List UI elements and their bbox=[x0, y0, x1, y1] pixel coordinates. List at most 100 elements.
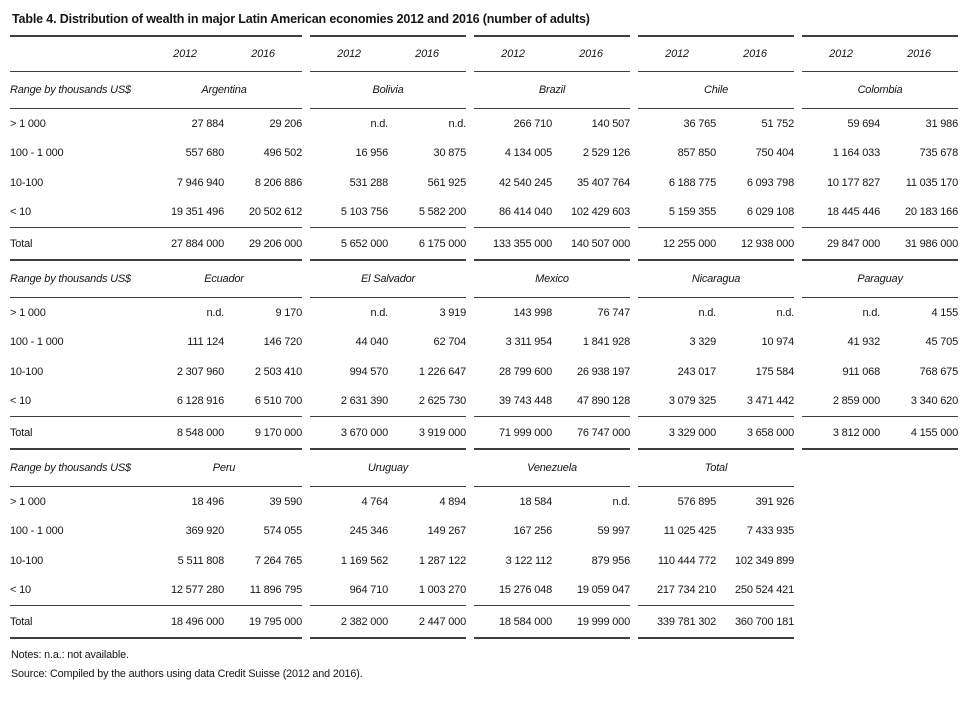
column-spacer bbox=[466, 450, 474, 487]
cell-value: 36 765 bbox=[683, 117, 716, 130]
cell-value: 18 584 bbox=[519, 495, 552, 508]
cell-value: 2 503 410 bbox=[254, 365, 302, 378]
cell-value: 857 850 bbox=[677, 147, 716, 160]
cell-value: 7 264 765 bbox=[254, 554, 302, 567]
cell-value: 250 524 421 bbox=[735, 584, 794, 597]
column-spacer bbox=[302, 517, 310, 547]
cell-value: 39 590 bbox=[269, 495, 302, 508]
cell-value: 6 128 916 bbox=[176, 395, 224, 408]
row-label: < 10 bbox=[10, 206, 31, 219]
cell-value: 1 226 647 bbox=[418, 365, 466, 378]
cell-value: 175 584 bbox=[755, 365, 794, 378]
cell-value: n.d. bbox=[862, 306, 880, 319]
cell-value: 243 017 bbox=[677, 365, 716, 378]
year-header: 2012 bbox=[474, 35, 552, 72]
cell-value: 30 875 bbox=[433, 147, 466, 160]
cell-value: 18 496 bbox=[191, 495, 224, 508]
column-spacer bbox=[794, 109, 802, 139]
column-spacer bbox=[302, 576, 310, 606]
cell-value: 9 170 bbox=[275, 306, 302, 319]
cell-value: 31 986 bbox=[925, 117, 958, 130]
column-spacer bbox=[302, 72, 310, 109]
cell-value: 531 288 bbox=[349, 176, 388, 189]
country-header: Peru bbox=[146, 450, 302, 487]
column-spacer bbox=[302, 298, 310, 328]
column-spacer bbox=[630, 606, 638, 639]
cell-value: 111 124 bbox=[187, 336, 224, 349]
row-label: 10-100 bbox=[10, 554, 44, 567]
year-header: 2016 bbox=[224, 35, 302, 72]
country-header: Nicaragua bbox=[638, 261, 794, 298]
column-spacer bbox=[466, 487, 474, 517]
column-spacer bbox=[302, 36, 310, 72]
row-label: < 10 bbox=[10, 395, 31, 408]
column-spacer bbox=[138, 298, 146, 328]
country-header: Total bbox=[638, 450, 794, 487]
column-spacer bbox=[302, 261, 310, 298]
cell-value: 31 986 000 bbox=[880, 227, 958, 261]
corner-cell bbox=[10, 35, 138, 72]
column-spacer bbox=[138, 71, 146, 109]
cell-value: 59 997 bbox=[597, 525, 630, 538]
cell-value: 41 932 bbox=[847, 336, 880, 349]
cell-value: 4 894 bbox=[439, 495, 466, 508]
country-header: Colombia bbox=[802, 71, 958, 109]
column-spacer bbox=[630, 109, 638, 139]
country-header: Brazil bbox=[474, 71, 630, 109]
cell-value: 496 502 bbox=[263, 147, 302, 160]
column-spacer bbox=[794, 198, 802, 228]
year-header: 2016 bbox=[716, 35, 794, 72]
column-spacer bbox=[138, 198, 146, 228]
cell-value: 1 287 122 bbox=[418, 554, 466, 567]
column-spacer bbox=[466, 546, 474, 576]
cell-value: 1 003 270 bbox=[418, 584, 466, 597]
cell-value: 3 329 000 bbox=[638, 416, 716, 450]
column-spacer bbox=[302, 168, 310, 198]
cell-value: 20 183 166 bbox=[904, 206, 958, 219]
cell-value: 576 895 bbox=[677, 495, 716, 508]
column-spacer bbox=[138, 261, 146, 298]
cell-value: 2 859 000 bbox=[832, 395, 880, 408]
column-spacer bbox=[630, 450, 638, 487]
cell-value: 51 752 bbox=[761, 117, 794, 130]
total-row-label: Total bbox=[10, 416, 138, 450]
cell-value: 15 276 048 bbox=[498, 584, 552, 597]
column-spacer bbox=[138, 357, 146, 387]
year-header: 2012 bbox=[802, 35, 880, 72]
column-spacer bbox=[466, 228, 474, 261]
column-spacer bbox=[466, 328, 474, 358]
column-spacer bbox=[794, 139, 802, 169]
cell-value: 8 206 886 bbox=[254, 176, 302, 189]
cell-value: 1 164 033 bbox=[832, 147, 880, 160]
column-spacer bbox=[138, 35, 146, 72]
cell-value: 6 510 700 bbox=[254, 395, 302, 408]
cell-value: 574 055 bbox=[263, 525, 302, 538]
cell-value: 28 799 600 bbox=[498, 365, 552, 378]
column-spacer bbox=[794, 36, 802, 72]
cell-value: n.d. bbox=[370, 117, 388, 130]
table-notes: Notes: n.a.: not available. bbox=[11, 649, 129, 661]
year-header: 2016 bbox=[880, 35, 958, 72]
cell-value: 18 445 446 bbox=[826, 206, 880, 219]
country-header: Bolivia bbox=[310, 71, 466, 109]
cell-value: 11 035 170 bbox=[905, 176, 958, 189]
cell-value: 5 103 756 bbox=[340, 206, 388, 219]
column-spacer bbox=[466, 139, 474, 169]
cell-value: 76 747 000 bbox=[552, 416, 630, 450]
cell-value: 12 255 000 bbox=[638, 227, 716, 261]
cell-value: 2 631 390 bbox=[340, 395, 388, 408]
cell-value: 3 919 000 bbox=[388, 416, 466, 450]
cell-value: 12 938 000 bbox=[716, 227, 794, 261]
cell-value: 1 169 562 bbox=[340, 554, 388, 567]
country-header: Paraguay bbox=[802, 261, 958, 298]
column-spacer bbox=[302, 198, 310, 228]
cell-value: 42 540 245 bbox=[498, 176, 552, 189]
column-spacer bbox=[138, 416, 146, 450]
cell-value: 2 307 960 bbox=[176, 365, 224, 378]
cell-value: 964 710 bbox=[349, 584, 388, 597]
column-spacer bbox=[630, 328, 638, 358]
cell-value: 146 720 bbox=[263, 336, 302, 349]
column-spacer bbox=[630, 517, 638, 547]
cell-value: 4 155 bbox=[931, 306, 958, 319]
